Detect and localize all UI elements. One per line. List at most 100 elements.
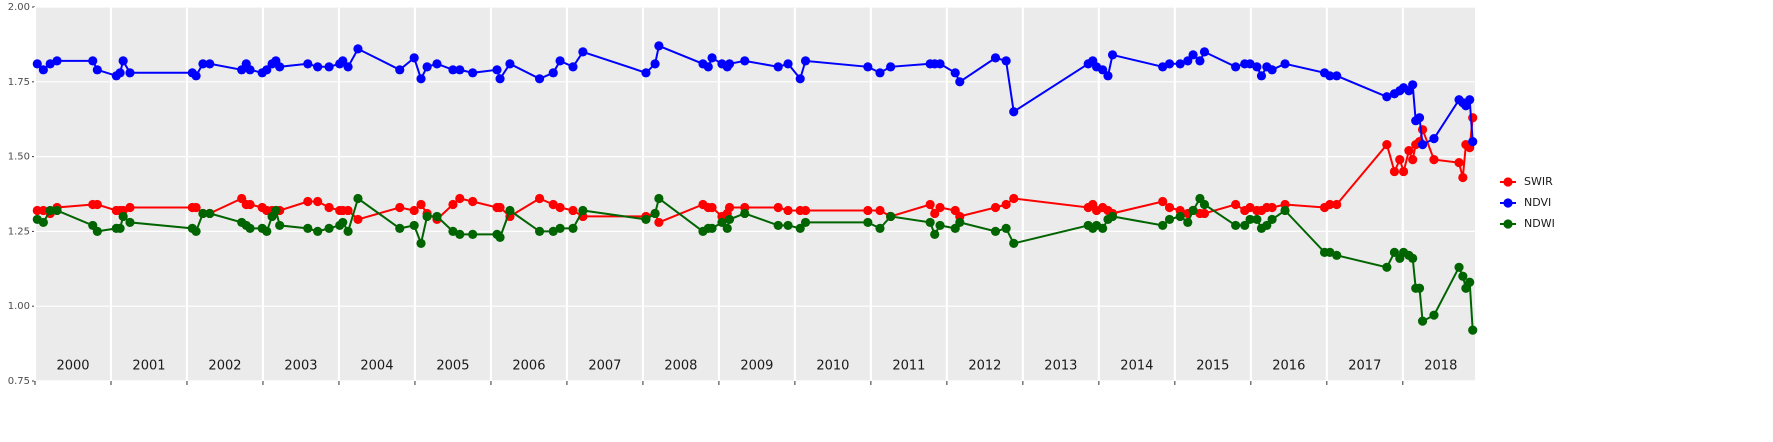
series-point — [703, 62, 713, 72]
y-tick-label: 0.75 — [8, 376, 30, 387]
series-point — [1164, 214, 1175, 225]
series-point — [578, 47, 588, 57]
series-point — [707, 202, 717, 213]
series-point — [455, 193, 465, 204]
series-point — [1001, 199, 1011, 210]
series-point — [1382, 140, 1392, 150]
series-point — [1332, 250, 1342, 260]
series-point — [343, 205, 353, 216]
series-point — [1408, 80, 1418, 90]
series-point — [707, 53, 717, 63]
series-point — [313, 196, 323, 207]
series-point — [783, 205, 793, 216]
series-point — [1382, 262, 1392, 272]
series-point — [1468, 137, 1478, 147]
series-point — [303, 196, 313, 207]
series-point — [1325, 199, 1335, 210]
series-point — [1164, 202, 1175, 213]
series-point — [1199, 208, 1210, 219]
year-label: 2006 — [512, 359, 545, 374]
series-point — [773, 202, 783, 213]
year-label: 2005 — [436, 359, 469, 374]
series-point — [313, 226, 323, 236]
series-point — [303, 223, 313, 234]
series-point — [800, 205, 811, 216]
series-point — [1325, 71, 1335, 81]
series-point — [1158, 220, 1168, 231]
series-point — [125, 202, 135, 213]
legend-key — [1503, 219, 1513, 229]
series-point — [52, 56, 62, 66]
series-point — [409, 205, 419, 216]
series-point — [925, 199, 935, 210]
year-label: 2014 — [1120, 359, 1153, 374]
series-point — [1175, 211, 1185, 222]
series-point — [338, 217, 348, 228]
series-point — [275, 220, 285, 231]
series-point — [245, 199, 255, 210]
series-point — [650, 208, 660, 219]
series-point — [303, 59, 313, 69]
series-point — [548, 68, 558, 78]
series-point — [1240, 220, 1250, 231]
series-point — [1009, 238, 1019, 248]
series-point — [1389, 166, 1400, 177]
series-point — [990, 53, 1001, 63]
series-point — [1395, 154, 1405, 165]
series-point — [724, 214, 735, 225]
series-point — [707, 223, 717, 234]
series-point — [1009, 107, 1019, 117]
series-point — [990, 202, 1001, 213]
series-point — [422, 62, 432, 72]
series-point — [495, 202, 505, 213]
series-point — [92, 65, 102, 75]
series-point — [395, 65, 405, 75]
series-point — [722, 223, 732, 234]
year-label: 2000 — [56, 359, 89, 374]
series-point — [432, 59, 442, 69]
y-tick-label: 2.00 — [8, 2, 30, 13]
series-point — [1468, 325, 1478, 335]
legend-key — [1503, 198, 1513, 208]
series-point — [955, 77, 965, 87]
series-point — [863, 205, 873, 216]
series-point — [1107, 211, 1118, 222]
series-point — [45, 205, 55, 216]
series-point — [875, 68, 885, 78]
year-label: 2003 — [284, 359, 317, 374]
series-point — [1429, 134, 1439, 144]
series-point — [1414, 283, 1425, 293]
series-point — [1458, 172, 1468, 183]
series-point — [1098, 223, 1108, 234]
series-point — [1465, 95, 1475, 105]
year-label: 2013 — [1044, 359, 1077, 374]
series-point — [717, 217, 727, 228]
series-point — [650, 59, 660, 69]
series-point — [262, 226, 272, 236]
series-point — [505, 59, 515, 69]
series-point — [191, 226, 201, 236]
series-point — [1199, 199, 1210, 210]
series-point — [52, 205, 62, 216]
series-point — [773, 220, 783, 231]
series-point — [534, 74, 545, 84]
series-point — [448, 199, 458, 210]
series-point — [353, 193, 363, 204]
series-point — [1009, 193, 1019, 204]
series-point — [1389, 247, 1400, 257]
year-label: 2002 — [208, 359, 241, 374]
year-label: 2009 — [740, 359, 773, 374]
series-point — [930, 229, 940, 239]
year-label: 2015 — [1196, 359, 1229, 374]
series-point — [1408, 154, 1418, 165]
series-point — [324, 202, 334, 213]
series-point — [955, 217, 965, 228]
series-point — [783, 59, 793, 69]
series-point — [125, 217, 135, 228]
y-tick-label: 1.25 — [8, 226, 30, 237]
series-point — [568, 62, 578, 72]
series-point — [118, 56, 128, 66]
series-point — [654, 217, 664, 228]
series-point — [1417, 316, 1428, 326]
year-label: 2018 — [1424, 359, 1457, 374]
